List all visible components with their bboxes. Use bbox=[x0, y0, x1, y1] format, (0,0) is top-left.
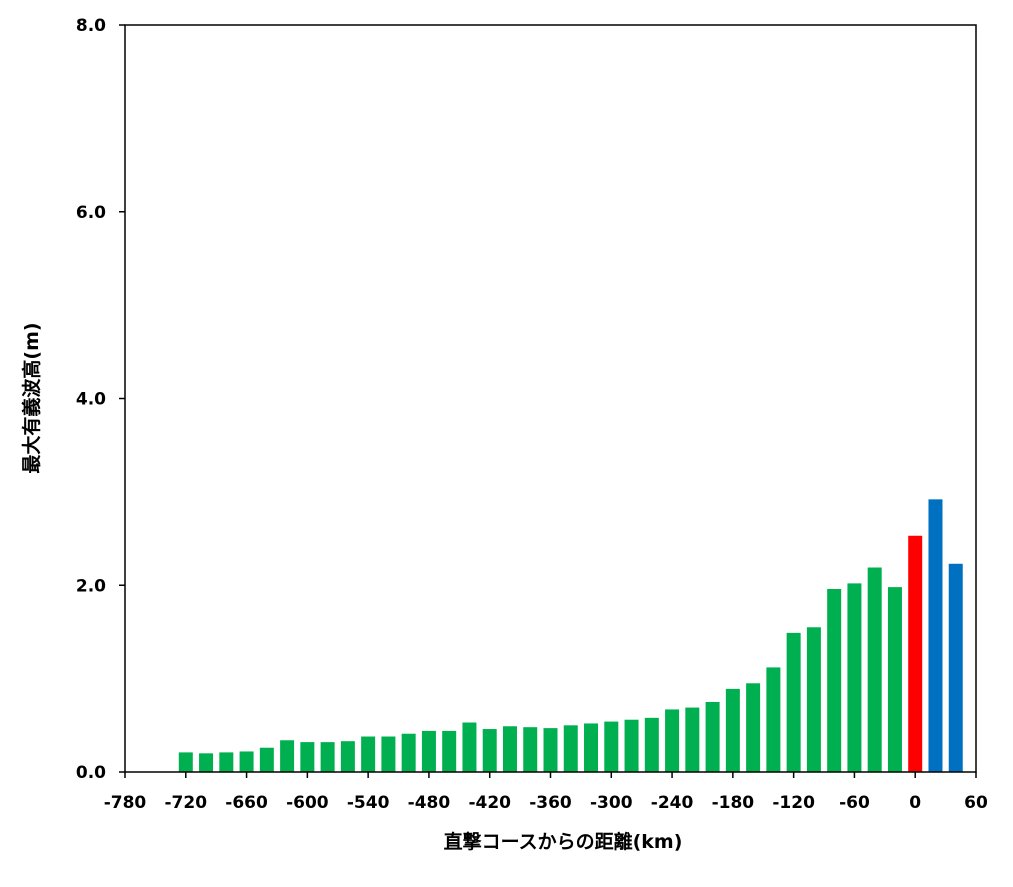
x-tick-label: -660 bbox=[225, 793, 268, 813]
bar--640 bbox=[259, 747, 274, 772]
bar--20 bbox=[887, 587, 902, 772]
bar--220 bbox=[685, 707, 700, 772]
bar--680 bbox=[219, 752, 234, 772]
bar--240 bbox=[665, 709, 680, 772]
x-tick-label: -780 bbox=[104, 793, 147, 813]
x-tick-label: -720 bbox=[165, 793, 208, 813]
y-tick-label: 6.0 bbox=[76, 203, 106, 223]
bar--80 bbox=[827, 588, 842, 772]
bar--420 bbox=[482, 729, 497, 772]
bar--400 bbox=[502, 726, 517, 772]
x-tick-label: -480 bbox=[408, 793, 451, 813]
bar--600 bbox=[300, 742, 315, 772]
bar--480 bbox=[421, 730, 436, 772]
bar-40 bbox=[948, 563, 963, 772]
x-tick-label: -300 bbox=[590, 793, 633, 813]
x-tick-label: -420 bbox=[468, 793, 511, 813]
x-tick-label: -600 bbox=[286, 793, 329, 813]
bar--460 bbox=[442, 730, 457, 772]
x-tick-label: 60 bbox=[964, 793, 988, 813]
y-tick-label: 4.0 bbox=[76, 390, 106, 410]
bar--580 bbox=[320, 742, 335, 772]
x-tick-label: -540 bbox=[347, 793, 390, 813]
x-tick-label: -60 bbox=[839, 793, 870, 813]
bar--720 bbox=[178, 752, 193, 772]
bar--500 bbox=[401, 733, 416, 772]
bar--320 bbox=[584, 723, 599, 772]
bar--260 bbox=[644, 717, 659, 772]
y-axis-title: 最大有義波高(m) bbox=[20, 322, 43, 473]
bar-20 bbox=[928, 499, 943, 772]
bar--520 bbox=[381, 736, 396, 772]
bars-group bbox=[178, 499, 963, 772]
bar--660 bbox=[239, 751, 254, 772]
bar--60 bbox=[847, 583, 862, 772]
x-tick-label: -240 bbox=[651, 793, 694, 813]
x-tick-label: -180 bbox=[712, 793, 755, 813]
bar--40 bbox=[867, 567, 882, 772]
x-axis-title: 直撃コースからの距離(km) bbox=[444, 830, 683, 853]
x-axis-ticks: -780 -720 -660 -600 -540 -480 -420 -360 -300 -240… bbox=[104, 772, 988, 813]
bar--140 bbox=[766, 667, 781, 772]
bar--540 bbox=[361, 736, 376, 772]
y-tick-label: 0.0 bbox=[76, 763, 106, 783]
x-tick-label: -360 bbox=[529, 793, 572, 813]
bar--120 bbox=[786, 632, 801, 772]
bar--700 bbox=[199, 753, 214, 772]
y-axis-ticks: 0.0 2.0 4.0 6.0 8.0 bbox=[76, 16, 125, 783]
bar--620 bbox=[280, 740, 295, 772]
bar--180 bbox=[725, 688, 740, 772]
bar--200 bbox=[705, 701, 720, 772]
bar--340 bbox=[563, 725, 578, 772]
bar--360 bbox=[543, 728, 558, 772]
bar--300 bbox=[604, 721, 619, 772]
bar--280 bbox=[624, 719, 639, 772]
x-tick-label: 0 bbox=[909, 793, 921, 813]
bar-0 bbox=[908, 535, 923, 772]
bar--100 bbox=[806, 627, 821, 772]
bar--440 bbox=[462, 722, 477, 772]
x-tick-label: -120 bbox=[772, 793, 815, 813]
y-tick-label: 8.0 bbox=[76, 16, 106, 36]
bar--160 bbox=[746, 683, 761, 772]
bar--380 bbox=[523, 727, 538, 772]
y-tick-label: 2.0 bbox=[76, 576, 106, 596]
bar--560 bbox=[340, 741, 355, 772]
